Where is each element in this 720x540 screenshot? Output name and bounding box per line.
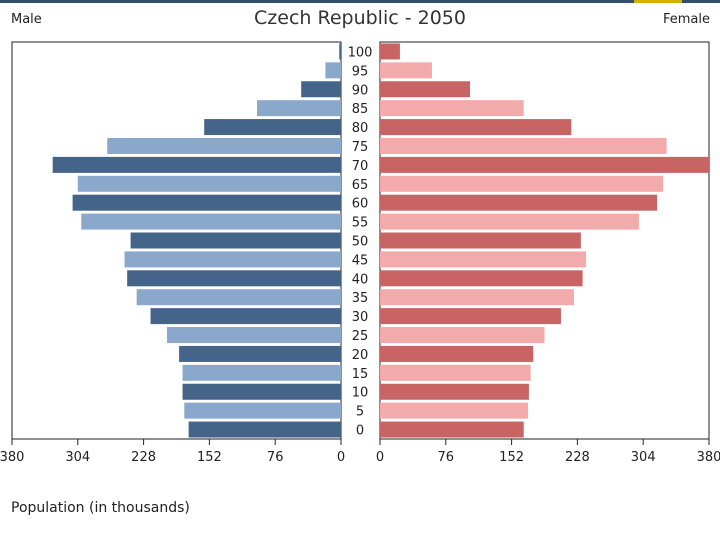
male-bar-age-10 xyxy=(182,383,341,400)
male-x-tick-label-152: 152 xyxy=(197,450,222,465)
female-x-tick-label-76: 76 xyxy=(438,450,455,465)
male-bar-age-0 xyxy=(188,421,341,438)
age-label-70: 70 xyxy=(352,159,369,174)
female-bar-age-40 xyxy=(380,270,583,287)
x-axis-title: Population (in thousands) xyxy=(11,500,190,516)
age-label-15: 15 xyxy=(352,367,369,382)
age-label-100: 100 xyxy=(348,45,373,60)
female-bar-age-85 xyxy=(380,100,524,117)
age-label-0: 0 xyxy=(356,424,364,439)
age-label-85: 85 xyxy=(352,102,369,117)
female-bar-age-10 xyxy=(380,383,529,400)
male-bar-age-75 xyxy=(107,137,341,154)
male-x-tick-label-228: 228 xyxy=(131,450,156,465)
female-bar-age-30 xyxy=(380,308,561,325)
male-bar-age-80 xyxy=(204,119,341,136)
age-label-80: 80 xyxy=(352,121,369,136)
female-x-tick-label-228: 228 xyxy=(565,450,590,465)
female-bar-age-65 xyxy=(380,175,664,192)
age-label-50: 50 xyxy=(352,235,369,250)
female-bar-age-0 xyxy=(380,421,524,438)
age-label-25: 25 xyxy=(352,329,369,344)
age-label-55: 55 xyxy=(352,216,369,231)
age-label-35: 35 xyxy=(352,291,369,306)
age-label-90: 90 xyxy=(352,83,369,98)
age-label-95: 95 xyxy=(352,64,369,79)
male-bar-age-95 xyxy=(325,62,341,79)
male-bar-age-40 xyxy=(127,270,342,287)
female-bar-age-100 xyxy=(380,43,400,60)
male-bar-age-5 xyxy=(184,402,341,419)
age-label-45: 45 xyxy=(352,253,369,268)
female-bar-age-90 xyxy=(380,81,471,98)
male-bar-age-15 xyxy=(182,364,341,381)
top-border xyxy=(0,0,720,3)
female-x-tick-label-380: 380 xyxy=(697,450,720,465)
age-label-75: 75 xyxy=(352,140,369,155)
female-x-tick-label-304: 304 xyxy=(631,450,656,465)
age-label-20: 20 xyxy=(352,348,369,363)
female-x-tick-label-152: 152 xyxy=(499,450,524,465)
male-bar-age-85 xyxy=(257,100,341,117)
female-bar-age-20 xyxy=(380,345,534,362)
male-label: Male xyxy=(11,12,42,27)
female-bar-age-5 xyxy=(380,402,529,419)
age-label-30: 30 xyxy=(352,310,369,325)
male-bar-age-20 xyxy=(179,345,341,362)
female-bar-age-55 xyxy=(380,213,639,230)
female-bar-age-50 xyxy=(380,232,581,249)
male-bar-age-65 xyxy=(77,175,342,192)
female-bar-age-45 xyxy=(380,251,587,268)
male-bar-age-70 xyxy=(52,156,341,173)
age-label-40: 40 xyxy=(352,272,369,287)
male-bar-age-35 xyxy=(136,289,341,306)
female-bar-age-75 xyxy=(380,137,667,154)
male-bar-age-25 xyxy=(166,327,341,344)
male-x-tick-label-76: 76 xyxy=(267,450,284,465)
female-bar-age-25 xyxy=(380,327,545,344)
male-x-tick-label-380: 380 xyxy=(0,450,24,465)
female-bar-age-70 xyxy=(380,156,709,173)
male-bar-age-60 xyxy=(72,194,342,211)
male-x-tick-label-304: 304 xyxy=(65,450,90,465)
female-bar-age-60 xyxy=(380,194,658,211)
age-label-65: 65 xyxy=(352,178,369,193)
age-label-5: 5 xyxy=(356,405,364,420)
male-bar-age-50 xyxy=(130,232,341,249)
male-bar-age-100 xyxy=(339,43,341,60)
top-border-accent xyxy=(634,0,682,3)
male-bar-age-30 xyxy=(150,308,341,325)
female-bar-age-95 xyxy=(380,62,432,79)
female-label: Female xyxy=(662,12,710,27)
female-bar-age-35 xyxy=(380,289,574,306)
chart-title: Czech Republic - 2050 xyxy=(254,7,466,29)
age-label-10: 10 xyxy=(352,386,369,401)
female-x-tick-label-0: 0 xyxy=(376,450,384,465)
male-bar-age-45 xyxy=(124,251,341,268)
male-bar-age-90 xyxy=(301,81,341,98)
female-bar-age-15 xyxy=(380,364,531,381)
male-bar-age-55 xyxy=(81,213,342,230)
female-bar-age-80 xyxy=(380,119,572,136)
male-x-tick-label-0: 0 xyxy=(337,450,345,465)
age-label-60: 60 xyxy=(352,197,369,212)
